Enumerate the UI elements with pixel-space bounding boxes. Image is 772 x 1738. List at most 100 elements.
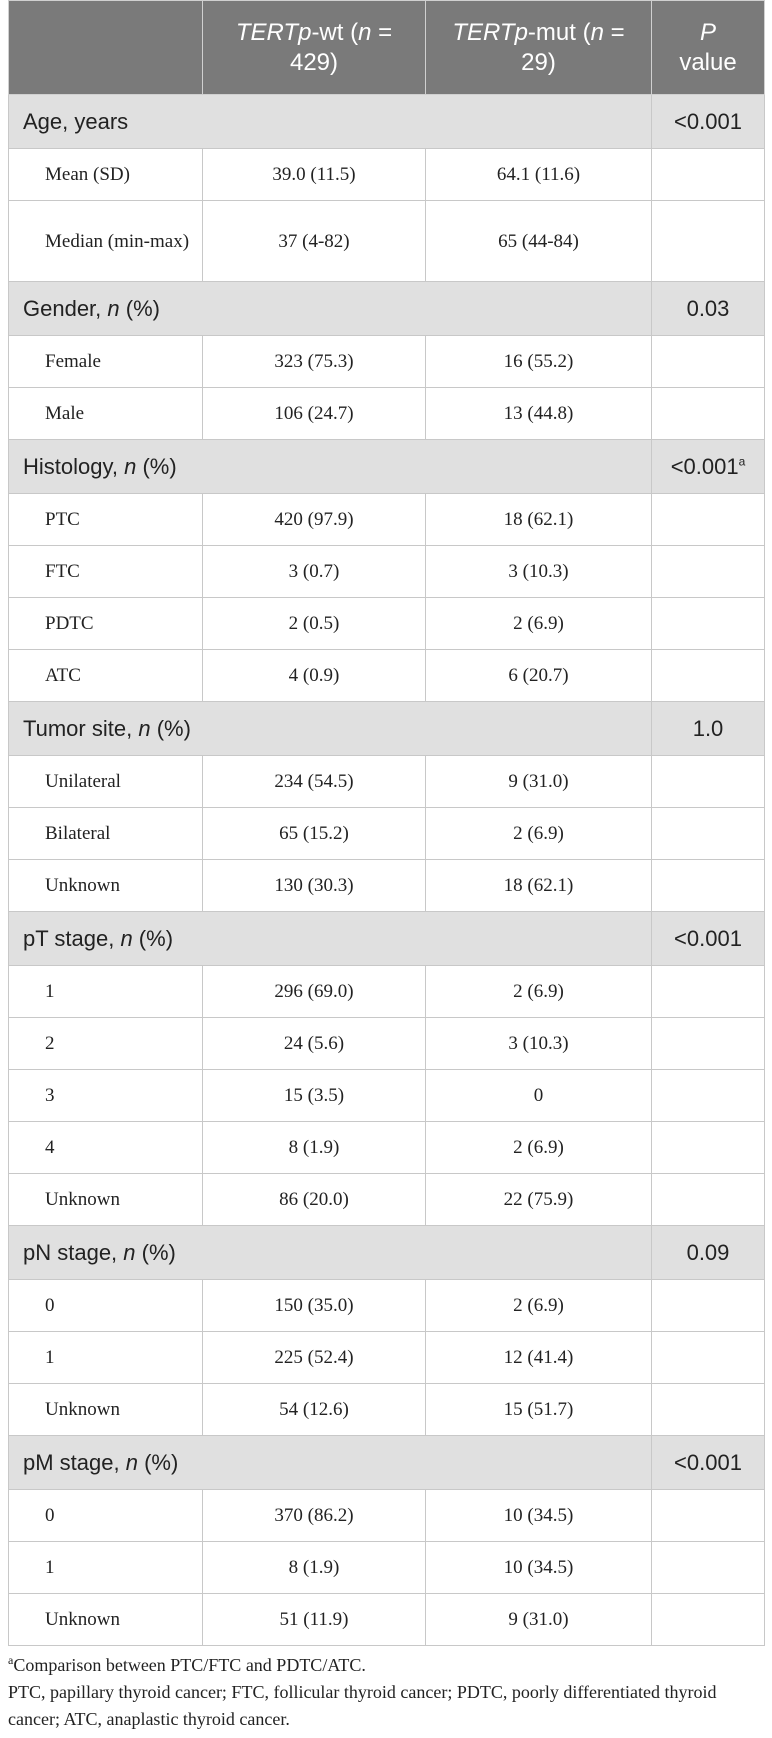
p-value-superscript: a xyxy=(738,454,746,469)
row-wt-value: 130 (30.3) xyxy=(202,859,426,912)
row-p-empty xyxy=(651,859,765,912)
group-p-value: <0.001a xyxy=(651,439,765,494)
table-row: PDTC 2 (0.5) 2 (6.9) xyxy=(8,597,765,650)
row-mut-value: 3 (10.3) xyxy=(425,1017,652,1070)
row-mut-value: 2 (6.9) xyxy=(425,807,652,860)
table-row: ATC 4 (0.9) 6 (20.7) xyxy=(8,649,765,702)
table-row: Bilateral 65 (15.2) 2 (6.9) xyxy=(8,807,765,860)
row-wt-value: 2 (0.5) xyxy=(202,597,426,650)
row-label: 1 xyxy=(8,965,203,1018)
p-value-text: 0.09 xyxy=(686,1239,730,1265)
header-wt-gene: TERTp xyxy=(235,18,312,46)
group-p-value: 0.03 xyxy=(651,281,765,336)
row-wt-value: 8 (1.9) xyxy=(202,1121,426,1174)
row-mut-value: 2 (6.9) xyxy=(425,1279,652,1332)
group-p-value: 1.0 xyxy=(651,701,765,756)
group-label-tail: (%) xyxy=(136,453,177,479)
row-mut-value: 2 (6.9) xyxy=(425,1121,652,1174)
row-p-empty xyxy=(651,1383,765,1436)
p-value-text: <0.001 xyxy=(674,925,742,951)
row-mut-value: 10 (34.5) xyxy=(425,1489,652,1542)
table-row: Unknown 51 (11.9) 9 (31.0) xyxy=(8,1593,765,1646)
group-p-value: <0.001 xyxy=(651,94,765,149)
group-label-n: n xyxy=(123,1239,136,1265)
p-value-text: <0.001 xyxy=(670,453,739,479)
table-row: Unknown 54 (12.6) 15 (51.7) xyxy=(8,1383,765,1436)
row-wt-value: 106 (24.7) xyxy=(202,387,426,440)
row-mut-value: 3 (10.3) xyxy=(425,545,652,598)
group-label-text: Age, years xyxy=(23,108,129,134)
row-label: 2 xyxy=(8,1017,203,1070)
row-mut-value: 65 (44-84) xyxy=(425,200,652,282)
row-wt-value: 65 (15.2) xyxy=(202,807,426,860)
row-label: Bilateral xyxy=(8,807,203,860)
footnote-a-text: Comparison between PTC/FTC and PDTC/ATC. xyxy=(13,1655,366,1675)
row-label: PTC xyxy=(8,493,203,546)
table-row: 0 150 (35.0) 2 (6.9) xyxy=(8,1279,765,1332)
group-label: pM stage, n (%) xyxy=(8,1435,652,1490)
row-p-empty xyxy=(651,1017,765,1070)
row-p-empty xyxy=(651,200,765,282)
header-wt-tail: = 429) xyxy=(289,18,393,76)
group-row: Histology, n (%) <0.001a xyxy=(8,439,765,494)
row-wt-value: 51 (11.9) xyxy=(202,1593,426,1646)
group-row: Gender, n (%) 0.03 xyxy=(8,281,765,336)
group-row: pN stage, n (%) 0.09 xyxy=(8,1225,765,1280)
row-label: 3 xyxy=(8,1069,203,1122)
row-mut-value: 64.1 (11.6) xyxy=(425,148,652,201)
row-label: 0 xyxy=(8,1489,203,1542)
group-label-tail: (%) xyxy=(150,715,191,741)
row-wt-value: 370 (86.2) xyxy=(202,1489,426,1542)
group-row: Age, years <0.001 xyxy=(8,94,765,149)
table-row: Median (min-max) 37 (4-82) 65 (44-84) xyxy=(8,200,765,282)
row-wt-value: 39.0 (11.5) xyxy=(202,148,426,201)
row-p-empty xyxy=(651,1173,765,1226)
header-mut: TERTp-mut (n = 29) xyxy=(425,0,652,95)
row-mut-value: 16 (55.2) xyxy=(425,335,652,388)
header-p-letter: P xyxy=(699,18,716,46)
row-p-empty xyxy=(651,545,765,598)
table-row: Mean (SD) 39.0 (11.5) 64.1 (11.6) xyxy=(8,148,765,201)
row-wt-value: 4 (0.9) xyxy=(202,649,426,702)
row-wt-value: 37 (4-82) xyxy=(202,200,426,282)
row-wt-value: 225 (52.4) xyxy=(202,1331,426,1384)
header-wt-mid: -wt ( xyxy=(311,18,359,46)
group-label-text: pM stage, xyxy=(23,1449,126,1475)
row-label: ATC xyxy=(8,649,203,702)
row-p-empty xyxy=(651,148,765,201)
group-label-tail: (%) xyxy=(119,295,160,321)
group-row: Tumor site, n (%) 1.0 xyxy=(8,701,765,756)
row-label: FTC xyxy=(8,545,203,598)
row-mut-value: 6 (20.7) xyxy=(425,649,652,702)
row-p-empty xyxy=(651,1279,765,1332)
table-row: 0 370 (86.2) 10 (34.5) xyxy=(8,1489,765,1542)
table-row: PTC 420 (97.9) 18 (62.1) xyxy=(8,493,765,546)
row-label: 1 xyxy=(8,1541,203,1594)
table-row: Female 323 (75.3) 16 (55.2) xyxy=(8,335,765,388)
row-wt-value: 86 (20.0) xyxy=(202,1173,426,1226)
header-mut-tail: = 29) xyxy=(521,18,625,76)
table-row: 1 296 (69.0) 2 (6.9) xyxy=(8,965,765,1018)
table-row: FTC 3 (0.7) 3 (10.3) xyxy=(8,545,765,598)
group-label-tail: (%) xyxy=(135,1239,176,1265)
group-label-n: n xyxy=(107,295,120,321)
header-wt-n: n xyxy=(358,18,372,46)
group-label-n: n xyxy=(125,1449,138,1475)
row-wt-value: 150 (35.0) xyxy=(202,1279,426,1332)
row-label: 0 xyxy=(8,1279,203,1332)
group-label: Tumor site, n (%) xyxy=(8,701,652,756)
group-label-text: Tumor site, xyxy=(23,715,139,741)
footnote-a-marker: a xyxy=(8,1653,14,1667)
table-footnotes: aComparison between PTC/FTC and PDTC/ATC… xyxy=(8,1652,764,1733)
row-p-empty xyxy=(651,387,765,440)
table-row: Unknown 86 (20.0) 22 (75.9) xyxy=(8,1173,765,1226)
group-label-n: n xyxy=(120,925,133,951)
group-row: pT stage, n (%) <0.001 xyxy=(8,911,765,966)
row-p-empty xyxy=(651,755,765,808)
p-value-text: <0.001 xyxy=(674,1449,742,1475)
